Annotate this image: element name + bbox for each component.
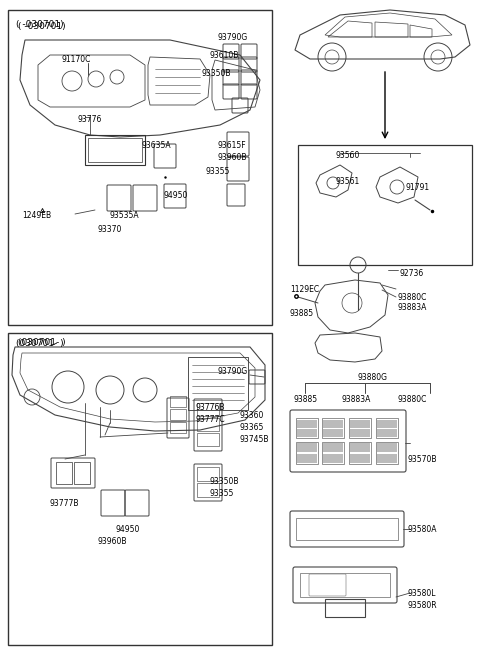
Text: 93885: 93885 [290, 309, 314, 318]
Text: 91791: 91791 [406, 183, 430, 193]
Bar [322, 418, 344, 438]
Text: 93580L: 93580L [408, 588, 436, 597]
Text: 93535A: 93535A [110, 210, 140, 219]
Text: 93355: 93355 [206, 166, 230, 176]
Text: 93360: 93360 [240, 411, 264, 419]
Text: 91170C: 91170C [62, 56, 91, 64]
Bar [377, 420, 397, 428]
Text: 93790G: 93790G [218, 33, 248, 43]
Bar [350, 454, 370, 463]
Bar [376, 418, 398, 438]
Text: 93880G: 93880G [358, 373, 388, 381]
Text: 94950: 94950 [115, 525, 139, 534]
Bar [323, 443, 343, 452]
Bar [376, 442, 398, 464]
Text: 93365: 93365 [240, 422, 264, 432]
Text: (030701- ): (030701- ) [18, 339, 66, 348]
Text: 93777C: 93777C [196, 415, 226, 424]
Text: 93561: 93561 [336, 178, 360, 187]
Text: 93883A: 93883A [342, 396, 372, 405]
Bar [322, 442, 344, 464]
Text: 93610B: 93610B [210, 50, 240, 60]
Text: (030701- ): (030701- ) [16, 339, 64, 348]
Text: 93880C: 93880C [398, 396, 427, 405]
Bar [350, 429, 370, 437]
Text: 93776: 93776 [78, 115, 102, 124]
Text: 92736: 92736 [400, 269, 424, 278]
Text: 93960B: 93960B [98, 538, 128, 546]
Text: 93350B: 93350B [202, 69, 231, 77]
Bar [377, 429, 397, 437]
Bar [349, 418, 371, 438]
Text: 93885: 93885 [294, 396, 318, 405]
Text: 94950: 94950 [164, 191, 188, 200]
Bar [297, 454, 317, 463]
Text: 93960B: 93960B [218, 153, 248, 162]
Text: 1249EB: 1249EB [22, 210, 51, 219]
Bar [297, 429, 317, 437]
Text: 93745B: 93745B [240, 434, 269, 443]
Text: 93777B: 93777B [50, 498, 80, 508]
Bar [325, 599, 365, 617]
Text: 93580A: 93580A [408, 525, 437, 534]
Bar [297, 420, 317, 428]
Text: ( -030701): ( -030701) [18, 22, 66, 31]
Bar [350, 420, 370, 428]
Text: 93580R: 93580R [408, 601, 438, 610]
Bar [296, 518, 398, 540]
Bar [377, 443, 397, 452]
Text: 93790G: 93790G [218, 367, 248, 377]
Bar [377, 454, 397, 463]
Bar [296, 418, 318, 438]
Text: 93570B: 93570B [408, 455, 437, 464]
Text: ( -030701): ( -030701) [16, 20, 64, 29]
Text: 93370: 93370 [97, 225, 121, 233]
Text: 93355: 93355 [210, 489, 234, 498]
Bar [323, 420, 343, 428]
Bar [350, 443, 370, 452]
Bar [323, 429, 343, 437]
Bar [349, 442, 371, 464]
Text: 93635A: 93635A [142, 141, 172, 149]
Text: 93615F: 93615F [218, 141, 247, 149]
Text: 93880C: 93880C [398, 293, 427, 301]
Bar [300, 573, 390, 597]
Text: 1129EC: 1129EC [290, 286, 319, 295]
Bar [297, 443, 317, 452]
Text: 93350B: 93350B [210, 476, 240, 485]
Bar [296, 442, 318, 464]
Text: 93776B: 93776B [196, 403, 226, 411]
Text: 93883A: 93883A [398, 303, 427, 312]
Bar [323, 454, 343, 463]
Text: 93560: 93560 [336, 151, 360, 160]
